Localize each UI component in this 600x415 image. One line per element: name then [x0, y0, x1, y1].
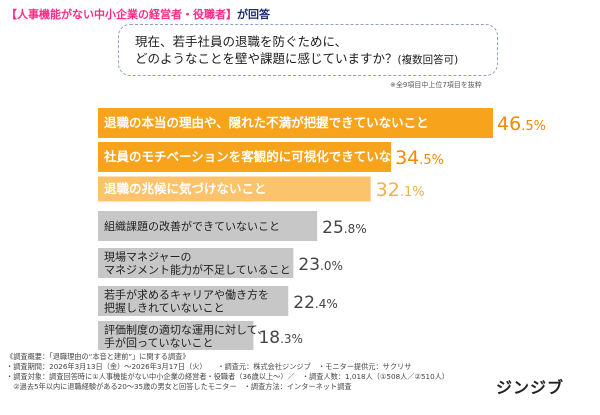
value-label: 34.5% [395, 147, 444, 169]
value-label: 46.5% [497, 113, 546, 135]
survey-info: 《調査概要：「退職理由の“本音と建前”」に関する調査》 ・調査期間：2026年3… [6, 352, 449, 392]
category-label: 社員のモチベーションを客観的に可視化できていないこと [103, 149, 429, 164]
bar [98, 321, 254, 350]
category-label: 組織課題の改善ができていないこと [104, 219, 280, 233]
header-line: 【人事機能がない中小企業の経営者・役職者】が回答 [6, 6, 270, 22]
survey-line: ・調査期間：2026年3月13日（金）～2026年3月17日（火） ・調査元：株… [6, 362, 412, 371]
bar [98, 108, 493, 138]
value-label: 22.4% [293, 293, 338, 313]
value-label: 23.0% [298, 255, 343, 275]
top-note: ※全9項目中上位7項目を抜粋 [390, 81, 482, 89]
survey-line: ・調査対象：調査回答時に①人事機能がない中小企業の経営者・役職者（36歳以上～）… [6, 372, 450, 381]
category-label: マネジメント能力が不足していること [104, 263, 291, 277]
bar [98, 286, 289, 316]
category-label: 若手が求めるキャリアや働き方を [104, 288, 269, 302]
question-box: 現在、若手社員の退職を防ぐために、 どのようなことを壁や課題に感じていますか？(… [118, 24, 498, 76]
brand-logo: ジンジブ [496, 378, 565, 397]
bar-chart: 退職の本当の理由や、隠れた不満が把握できていないこと 46.5% 社員のモチベーショ… [98, 108, 546, 350]
category-label: 退職の兆候に気づけないこと [104, 181, 267, 196]
survey-line: 《調査概要：「退職理由の“本音と建前”」に関する調査》 [6, 352, 190, 361]
category-label: 手が回っていないこと [104, 336, 213, 350]
header-suffix: が回答 [237, 8, 270, 21]
question-note: (複数回答可) [397, 54, 459, 66]
category-label: 退職の本当の理由や、隠れた不満が把握できていないこと [104, 115, 429, 130]
question-line-1: 現在、若手社員の退職を防ぐために、 [135, 34, 348, 49]
header-highlight: 【人事機能がない中小企業の経営者・役職者】 [6, 8, 237, 21]
category-label: 把握しきれていないこと [104, 301, 225, 315]
category-label: 現場マネジャーの [104, 251, 191, 264]
bar [98, 142, 392, 172]
category-label: 評価制度の適切な運用に対して、 [104, 323, 268, 337]
value-label: 25.8% [322, 218, 367, 238]
question-line-2: どのようなことを壁や課題に感じていますか？(複数回答可) [135, 50, 458, 69]
bar [98, 211, 318, 241]
survey-line: ②過去5年以内に退職経験がある20～35歳の男女と回答したモニター ・調査方法：… [6, 382, 352, 391]
value-label: 32.1% [376, 179, 425, 201]
question-line-2-main: どのようなことを壁や課題に感じていますか？ [135, 51, 398, 66]
question-text: 現在、若手社員の退職を防ぐために、 どのようなことを壁や課題に感じていますか？(… [135, 33, 458, 69]
bar [98, 248, 294, 278]
bar [98, 176, 371, 202]
value-label: 18.3% [258, 328, 303, 348]
